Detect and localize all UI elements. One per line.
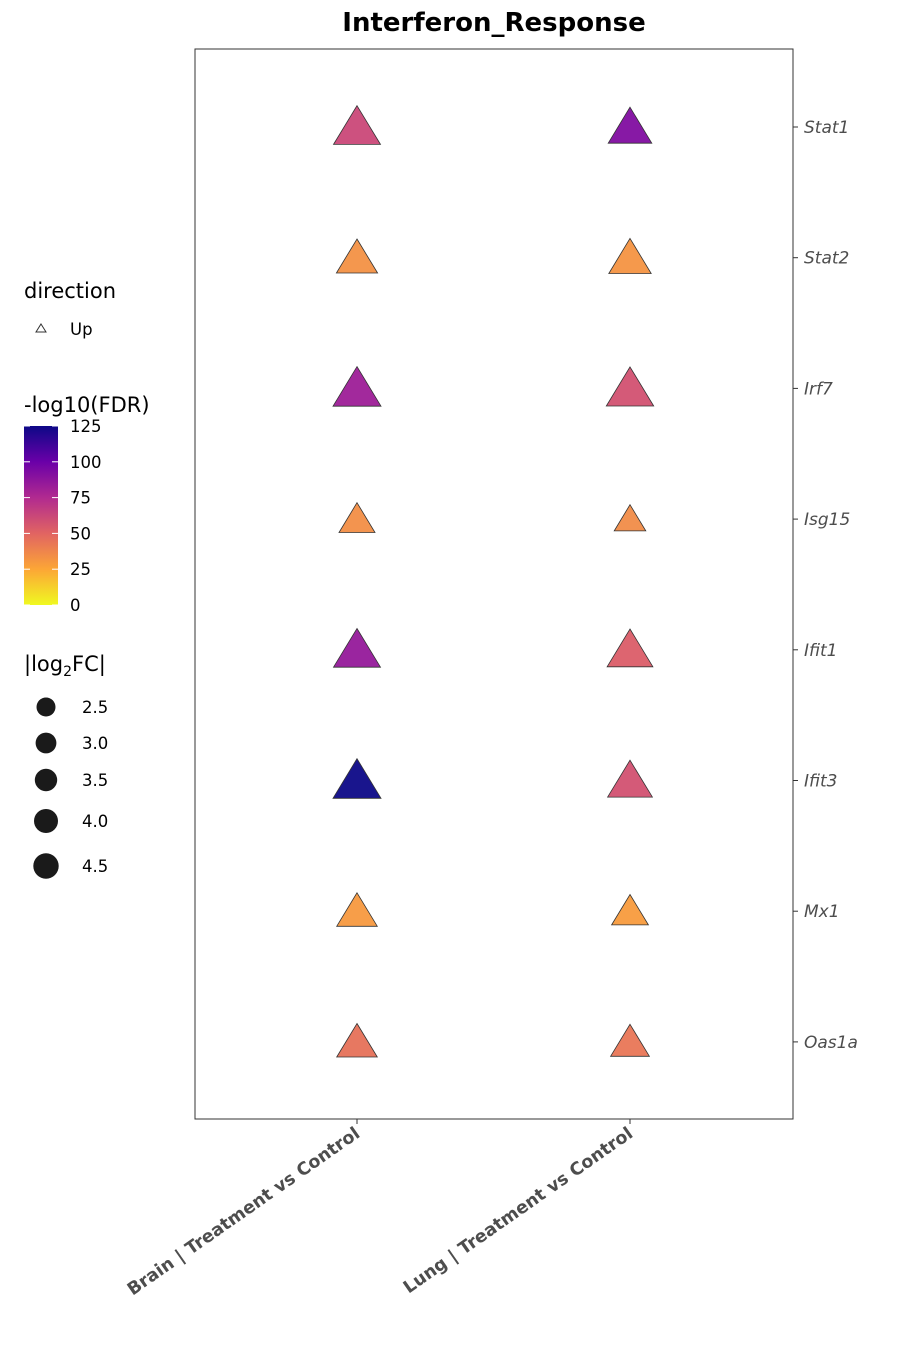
legend-color-title: -log10(FDR): [24, 393, 150, 417]
legend-direction-triangle-icon: [35, 323, 47, 333]
point-irf7-0: [332, 365, 382, 407]
y-tick-label-stat2: Stat2: [804, 249, 849, 269]
legend-size-circle-4.0: [34, 809, 58, 833]
legend-size-circle-3.0: [35, 732, 57, 754]
legend-size-circle-3.5: [34, 768, 58, 792]
y-tick-label-ifit1: Ifit1: [804, 641, 837, 661]
legend-size-label-3.5: 3.5: [82, 771, 108, 790]
x-axis: Brain | Treatment vs Control Lung | Treat…: [124, 1119, 637, 1300]
legend-color-label-0: 0: [70, 596, 81, 615]
y-tick-label-stat1: Stat1: [804, 118, 849, 138]
legend-color-label-75: 75: [70, 489, 91, 508]
legend-direction-title: direction: [24, 279, 116, 303]
legend-size-label-3.0: 3.0: [82, 734, 108, 753]
legend-color-label-125: 125: [70, 417, 102, 436]
legend-color-label-50: 50: [70, 524, 91, 543]
legend-color-bar: [24, 426, 58, 605]
point-ifit3-0: [332, 757, 382, 799]
legend-color-label-100: 100: [70, 453, 102, 472]
point-mx1-1: [610, 893, 650, 926]
legend-size-title: |log2FC|: [24, 652, 106, 680]
legend-direction: direction Up: [24, 279, 116, 339]
point-isg15-1: [613, 503, 647, 532]
legend-size: |log2FC| 2.5 3.0 3.5 4.0 4.5: [24, 652, 108, 879]
chart-title: Interferon_Response: [342, 8, 645, 38]
point-irf7-1: [605, 366, 655, 407]
point-oas1a-1: [609, 1023, 651, 1057]
point-oas1a-0: [335, 1022, 379, 1058]
point-stat1-1: [607, 106, 653, 144]
x-tick-label-1: Lung | Treatment vs Control: [400, 1124, 637, 1298]
y-tick-label-oas1a: Oas1a: [804, 1033, 858, 1053]
legend-size-circle-2.5: [36, 697, 56, 717]
legend-size-circle-4.5: [33, 853, 59, 879]
legend-size-label-4.5: 4.5: [82, 857, 108, 876]
y-tick-label-ifit3: Ifit3: [804, 772, 837, 792]
plot-panel: [194, 48, 794, 1120]
point-mx1-0: [335, 892, 379, 927]
legend-size-label-4.0: 4.0: [82, 812, 108, 831]
legend-color: -log10(FDR) 125 100 75 50 25 0: [24, 393, 150, 615]
x-tick-label-0: Brain | Treatment vs Control: [124, 1124, 364, 1300]
legend-direction-up-label: Up: [70, 320, 93, 339]
y-tick-label-isg15: Isg15: [804, 510, 850, 530]
legend-color-label-25: 25: [70, 560, 91, 579]
y-axis: Stat1 Stat2 Irf7 Isg15 Ifit1 Ifit3 Mx1 Oas1a: [793, 118, 858, 1053]
y-tick-label-irf7: Irf7: [804, 379, 833, 399]
point-ifit1-1: [606, 628, 654, 668]
legend-size-label-2.5: 2.5: [82, 698, 108, 717]
point-ifit3-1: [606, 759, 654, 798]
data-points: [332, 104, 655, 1058]
y-tick-label-mx1: Mx1: [804, 902, 840, 922]
point-ifit1-0: [332, 627, 382, 668]
point-stat2-0: [335, 238, 379, 274]
point-stat2-1: [608, 237, 652, 274]
point-isg15-0: [338, 501, 376, 533]
point-stat1-0: [332, 104, 382, 145]
